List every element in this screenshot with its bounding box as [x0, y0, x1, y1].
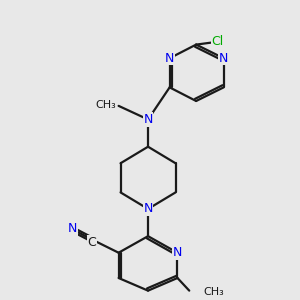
Text: N: N [143, 202, 153, 215]
Text: N: N [68, 222, 77, 235]
Text: CH₃: CH₃ [95, 100, 116, 110]
Text: C: C [88, 236, 97, 248]
Text: N: N [219, 52, 228, 65]
Text: N: N [165, 52, 174, 65]
Text: Cl: Cl [212, 35, 224, 48]
Text: CH₃: CH₃ [203, 286, 224, 297]
Text: N: N [143, 113, 153, 126]
Text: N: N [173, 246, 182, 259]
